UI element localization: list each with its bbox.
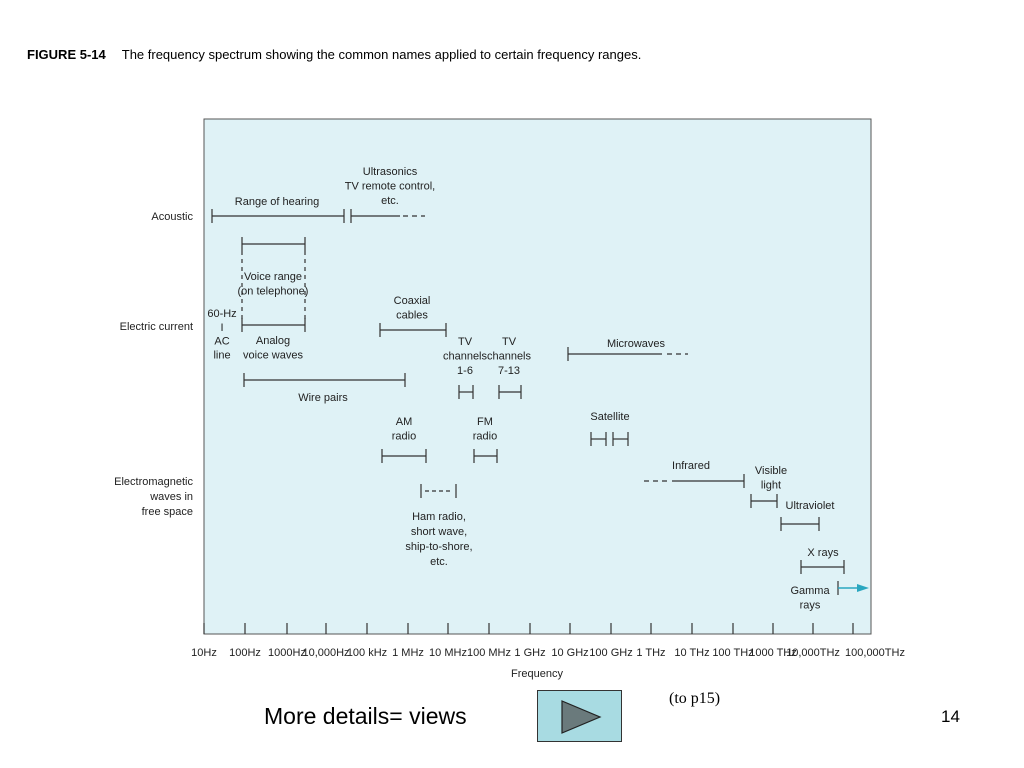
ham-radio-label-line-1: Ham radio, [412,511,466,523]
voice-range-label-line-2: (on telephone) [238,286,309,298]
ham-radio-label-line-2: short wave, [411,526,467,538]
satellite-label: Satellite [590,411,629,423]
gamma-rays-label-line-1: Gamma [790,585,830,597]
ac-line-label-line-4: line [213,349,230,361]
axis-tick-label: 100 GHz [589,647,632,659]
row-label-electromagnetic-line-3: free space [142,506,193,518]
am-radio-label-line-1: AM [396,416,413,428]
axis-tick-label: 10 MHz [429,647,467,659]
fm-radio-label-line-1: FM [477,416,493,428]
axis-tick-label: 100Hz [229,647,261,659]
analog-voice-label-line-2: voice waves [243,350,303,362]
coaxial-label-line-2: cables [396,310,428,322]
axis-tick-label: 10Hz [191,647,217,659]
axis-tick-label: 10,000Hz [302,647,349,659]
infrared-label: Infrared [672,460,710,472]
next-slide-button[interactable] [537,690,622,742]
x-rays-label: X rays [807,547,839,559]
ac-line-label-line-2: I [220,322,223,334]
wire-pairs-label: Wire pairs [298,392,348,404]
axis-tick-label: 10,000THz [786,647,840,659]
microwaves-label: Microwaves [607,338,666,350]
axis-tick-label: 1000Hz [268,647,306,659]
coaxial-label-line-1: Coaxial [394,295,431,307]
more-details-link[interactable]: More details= views [264,703,467,729]
axis-tick-label: 100 MHz [467,647,511,659]
axis-tick-label: 100 THz [712,647,753,659]
tv-channels-7-13-label-line-2: channels [487,351,532,363]
ultrasonics-label-line-1: Ultrasonics [363,166,418,178]
axis-tick-label: 1 GHz [514,647,545,659]
figure-caption: FIGURE 5-14 The frequency spectrum showin… [27,47,641,62]
axis-tick-label: 1000 THz [749,647,797,659]
axis-title: Frequency [511,668,563,680]
voice-range-label-line-1: Voice range [244,271,302,283]
play-arrow-icon [561,700,602,734]
tv-channels-1-6-label-line-2: channels [443,351,488,363]
am-radio-label-line-2: radio [392,431,416,443]
row-label-electric-current: Electric current [120,321,193,333]
range-of-hearing-label: Range of hearing [235,196,319,208]
analog-voice-label-line-1: Analog [256,335,290,347]
ham-radio-label-line-3: ship-to-shore, [405,541,472,553]
row-label-acoustic: Acoustic [151,211,193,223]
tv-channels-1-6-label-line-1: TV [458,336,473,348]
gamma-rays-arrow-head [857,584,869,592]
axis-tick-label: 10 THz [674,647,709,659]
tv-channels-1-6-label-line-3: 1-6 [457,365,473,377]
ultrasonics-label-line-2: TV remote control, [345,181,435,193]
tv-channels-7-13-label-line-3: 7-13 [498,365,520,377]
figure-label: FIGURE 5-14 [27,47,106,62]
axis-tick-label: 100,000THz [845,647,905,659]
row-label-electromagnetic-line-1: Electromagnetic [114,476,193,488]
ham-radio-label-line-4: etc. [430,556,448,568]
to-page-link[interactable]: (to p15) [669,690,721,707]
axis-tick-label: 1 MHz [392,647,424,659]
row-label-electromagnetic-line-2: waves in [149,491,193,503]
gamma-rays-label-line-2: rays [800,600,821,612]
diagram-panel [203,118,872,635]
page-number: 14 [941,707,960,726]
figure-caption-text: The frequency spectrum showing the commo… [121,47,642,62]
axis-tick-label: 100 kHz [347,647,387,659]
ultrasonics-label-line-3: etc. [381,195,399,207]
ac-line-label-line-1: 60-Hz [207,308,236,320]
axis-tick-label: 1 THz [636,647,665,659]
axis-tick-label: 10 GHz [551,647,588,659]
ac-line-label-line-3: AC [214,336,229,348]
fm-radio-label-line-2: radio [473,431,497,443]
visible-light-label-line-1: Visible [755,465,787,477]
ultraviolet-label: Ultraviolet [786,500,835,512]
tv-channels-7-13-label-line-1: TV [502,336,517,348]
visible-light-label-line-2: light [761,480,781,492]
